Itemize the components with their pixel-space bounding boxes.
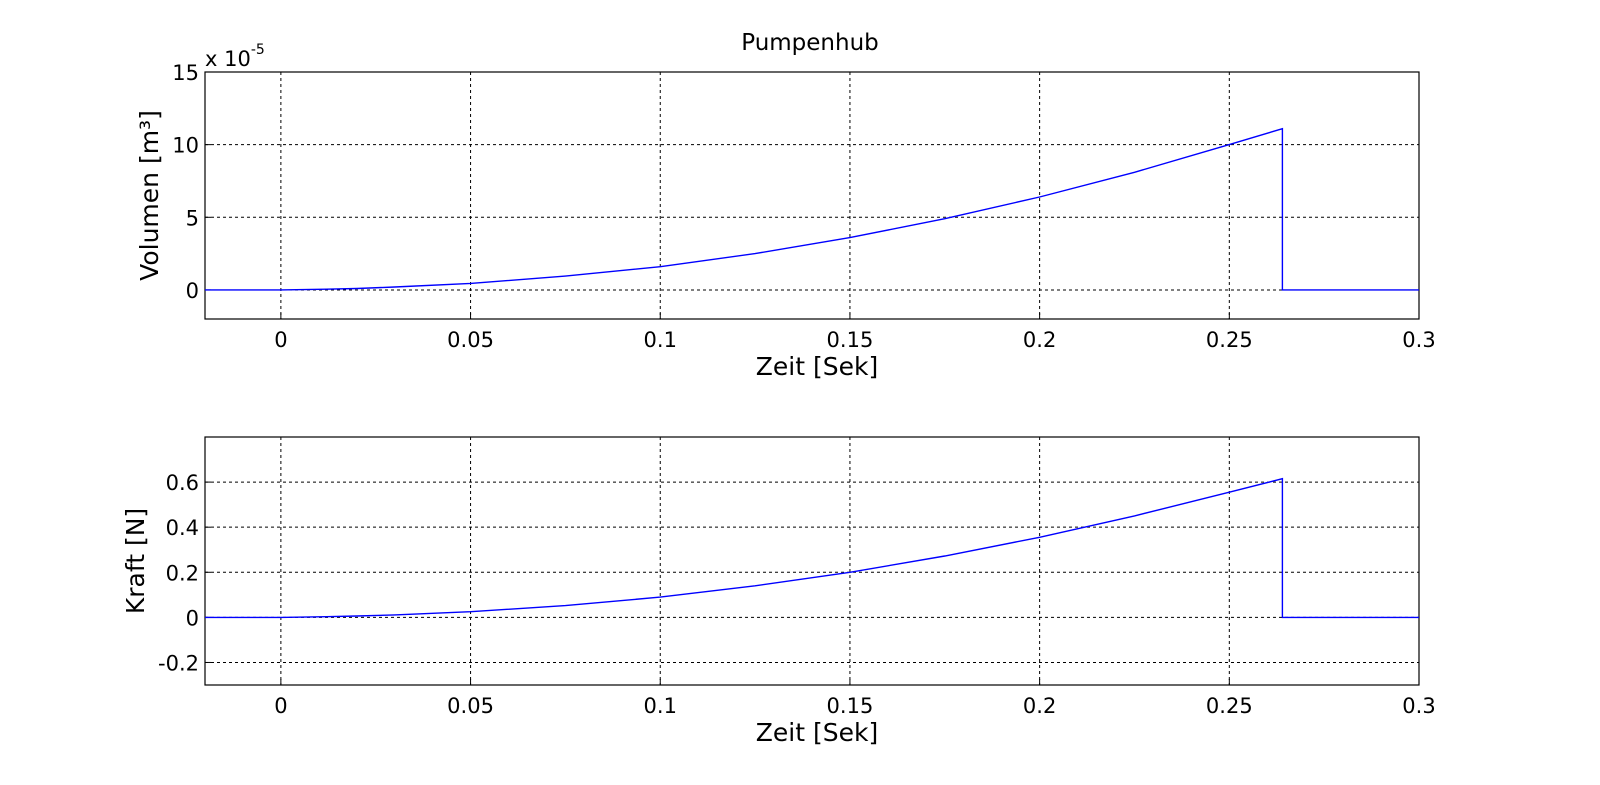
y-axis-exponent: x 10-5	[205, 42, 265, 71]
plot-area	[204, 71, 1420, 320]
x-axis-label: Zeit [Sek]	[756, 352, 878, 381]
y-tick-label: 10	[172, 134, 199, 158]
x-tick-label: 0	[274, 694, 287, 718]
y-tick-label: 5	[186, 206, 199, 230]
x-tick-label: 0.1	[644, 328, 677, 352]
x-tick-label: 0.05	[447, 694, 494, 718]
x-tick-label: 0.1	[644, 694, 677, 718]
series-line	[205, 127, 1419, 291]
y-tick-label: -0.2	[158, 651, 199, 675]
volume-subplot: 0 0.05 0.1 0.15 0.2 0.25 0.3 0 5 10 15 Zeit [Sek] Vo…	[135, 42, 1436, 381]
x-tick-label: 0.25	[1206, 328, 1253, 352]
x-tick-label: 0.3	[1402, 694, 1435, 718]
x-tick-label: 0	[274, 328, 287, 352]
y-tick-label: 0	[186, 279, 199, 303]
y-tick-label: 0.6	[166, 471, 199, 495]
x-tick-label: 0.15	[827, 694, 874, 718]
series-line	[205, 477, 1419, 619]
y-tick-label: 0	[186, 606, 199, 630]
plot-area	[204, 436, 1420, 686]
y-tick-label: 0.4	[166, 516, 199, 540]
x-tick-label: 0.25	[1206, 694, 1253, 718]
x-tick-label: 0.3	[1402, 328, 1435, 352]
x-tick-label: 0.2	[1023, 328, 1056, 352]
force-subplot: 0 0.05 0.1 0.15 0.2 0.25 0.3 -0.2 0 0.2 0.4 0.6 Zeit…	[121, 436, 1436, 747]
y-axis-label: Kraft [N]	[121, 508, 150, 614]
x-tick-label: 0.2	[1023, 694, 1056, 718]
x-tick-label: 0.05	[447, 328, 494, 352]
y-tick-label: 15	[172, 61, 199, 85]
y-axis-label: Volumen [m³]	[135, 110, 164, 281]
chart-title: Pumpenhub	[741, 30, 879, 56]
y-tick-label: 0.2	[166, 561, 199, 585]
x-tick-label: 0.15	[827, 328, 874, 352]
x-axis-label: Zeit [Sek]	[756, 718, 878, 747]
